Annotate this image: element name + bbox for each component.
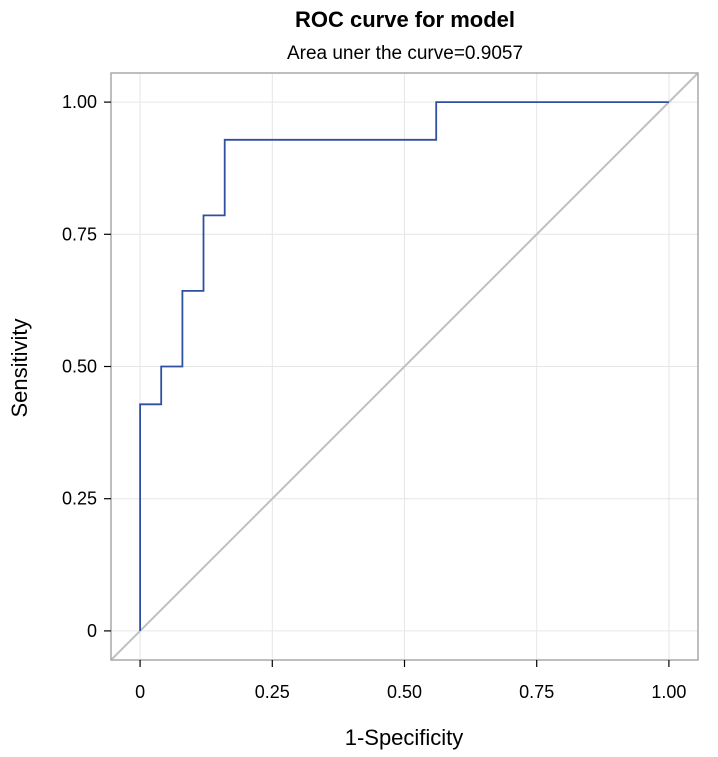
y-tick-label-4: 1.00 (62, 92, 97, 112)
y-tick-label-1: 0.25 (62, 489, 97, 509)
y-tick-label-2: 0.50 (62, 357, 97, 377)
x-tick-label-4: 1.00 (651, 682, 686, 702)
roc-curve-line (139, 101, 669, 631)
chart-title: ROC curve for model (295, 7, 515, 32)
reference-diagonal-line (110, 72, 699, 661)
y-axis-label: Sensitivity (7, 318, 32, 417)
x-axis: 0 0.25 0.50 0.75 1.00 (135, 660, 686, 702)
y-tick-label-0: 0 (87, 621, 97, 641)
x-tick-label-1: 0.25 (255, 682, 290, 702)
x-tick-label-3: 0.75 (519, 682, 554, 702)
x-tick-label-0: 0 (135, 682, 145, 702)
x-axis-label: 1-Specificity (345, 725, 464, 750)
chart-subtitle: Area uner the curve=0.9057 (287, 43, 523, 64)
y-axis: 0 0.25 0.50 0.75 1.00 (62, 92, 111, 641)
y-tick-label-3: 0.75 (62, 224, 97, 244)
x-tick-label-2: 0.50 (387, 682, 422, 702)
